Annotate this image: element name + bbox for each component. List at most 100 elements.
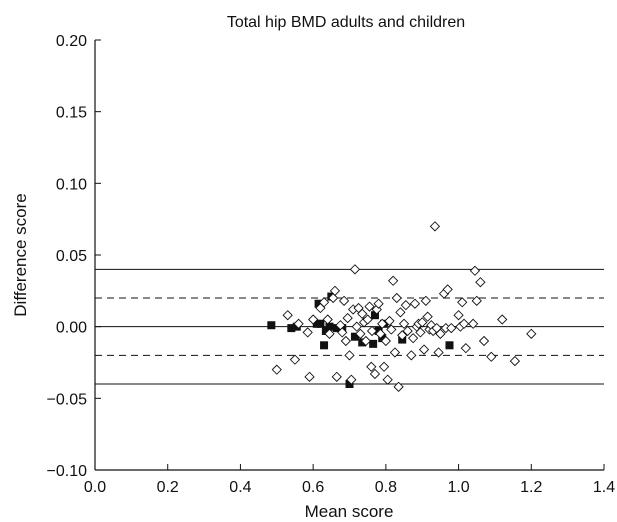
square-point: [314, 299, 323, 308]
square-point: [267, 321, 276, 330]
diamond-point: [362, 314, 373, 325]
y-tick-label: 0.00: [56, 320, 87, 337]
diamond-point: [308, 314, 319, 325]
y-tick-label: 0.15: [56, 105, 87, 122]
diamond-point: [366, 325, 378, 337]
y-tick-label: 0.10: [56, 176, 87, 193]
diamond-point: [324, 328, 335, 339]
diamond-point: [293, 318, 304, 329]
diamond-point: [395, 307, 406, 318]
diamond-point: [509, 355, 521, 367]
diamond-point: [377, 318, 388, 329]
diamond-point: [402, 325, 413, 337]
diamond-point: [366, 361, 377, 372]
diamond-point: [409, 298, 421, 309]
y-tick-label: 0.05: [56, 248, 87, 265]
diamond-point: [478, 335, 490, 347]
x-tick-label: 0.0: [84, 479, 106, 496]
square-point: [370, 311, 379, 320]
diamond-point: [360, 335, 371, 347]
diamond-point: [342, 312, 353, 324]
diamond-point: [415, 327, 426, 338]
diamond-point: [433, 347, 444, 358]
diamond-point: [391, 292, 402, 304]
diamond-point: [304, 371, 315, 382]
diamond-point: [486, 351, 497, 362]
diamond-point: [302, 327, 313, 338]
diamond-point: [471, 295, 482, 307]
diamond-point: [417, 317, 428, 328]
diamond-point: [389, 347, 401, 358]
y-tick-label: −0.10: [47, 463, 88, 480]
x-tick-label: 1.2: [520, 479, 542, 496]
square-point: [316, 319, 325, 328]
square-point: [378, 334, 387, 343]
diamond-point: [364, 301, 375, 312]
diamond-point: [418, 344, 430, 355]
diamond-point: [373, 298, 384, 309]
diamond-point: [422, 311, 433, 322]
diamond-point: [338, 295, 350, 307]
diamond-point: [467, 318, 479, 329]
diamond-point: [322, 314, 333, 325]
y-axis-title: Difference score: [11, 193, 30, 316]
x-tick-label: 0.2: [157, 479, 179, 496]
diamond-point: [329, 285, 341, 296]
diamond-point: [435, 328, 446, 339]
diamond-point: [349, 264, 361, 275]
diamond-point: [446, 322, 457, 334]
diamond-point: [384, 315, 395, 327]
diamond-point: [369, 368, 381, 380]
y-tick-label: −0.05: [47, 391, 88, 408]
x-tick-label: 0.8: [375, 479, 397, 496]
diamond-point: [407, 332, 419, 344]
x-tick-label: 1.0: [447, 479, 469, 496]
diamond-point: [387, 275, 399, 286]
square-point: [345, 380, 354, 388]
diamond-point: [289, 354, 301, 365]
plot-area: 0.0 0.2 0.4 0.6 0.8 1.0 1.2 1.4 −0.10 −0.05 0.00 0.…: [47, 33, 616, 496]
diamond-point: [355, 328, 366, 339]
diamond-point: [380, 335, 391, 347]
diamond-point: [337, 327, 348, 338]
diamond-point: [386, 324, 397, 335]
square-point: [320, 341, 329, 350]
diamond-point: [453, 310, 464, 321]
x-tick-label: 0.6: [302, 479, 324, 496]
chart-title: Total hip BMD adults and children: [227, 14, 465, 31]
square-point: [350, 332, 359, 341]
diamond-point: [375, 328, 386, 339]
square-point: [445, 341, 454, 350]
diamond-point: [458, 318, 470, 329]
diamond-point: [460, 343, 471, 354]
x-tick-label: 1.4: [593, 479, 615, 496]
diamond-point: [397, 330, 408, 341]
diamond-point: [526, 328, 537, 339]
diamond-point: [331, 371, 342, 382]
square-point: [332, 324, 341, 333]
square-point: [325, 322, 334, 331]
diamond-point: [393, 381, 404, 393]
diamond-point: [400, 300, 411, 311]
x-axis-title: Mean score: [305, 502, 394, 521]
diamond-point: [344, 350, 355, 361]
diamond-point: [406, 350, 417, 361]
diamond-point: [351, 321, 362, 332]
diamond-point: [271, 364, 282, 375]
y-tick-label: 0.20: [56, 33, 87, 50]
diamond-point: [346, 374, 357, 385]
diamond-point: [357, 308, 368, 319]
diamond-point: [457, 297, 468, 308]
diamond-point: [378, 361, 390, 372]
diamond-point: [420, 295, 431, 307]
x-tick-label: 0.4: [229, 479, 251, 496]
diamond-point: [382, 374, 393, 385]
diamond-point: [442, 284, 453, 295]
square-point: [321, 326, 330, 335]
diamond-point: [475, 277, 486, 288]
square-point: [287, 324, 296, 333]
diamond-point: [328, 292, 339, 304]
square-point: [369, 339, 378, 348]
diamond-point: [497, 314, 508, 325]
